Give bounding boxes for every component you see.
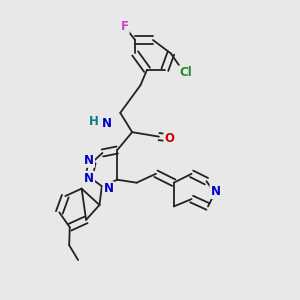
Text: F: F	[121, 20, 129, 33]
Text: N: N	[103, 182, 113, 195]
Text: O: O	[164, 132, 174, 145]
Text: Cl: Cl	[179, 66, 192, 79]
Text: N: N	[84, 154, 94, 167]
Text: H: H	[88, 115, 98, 128]
Text: N: N	[210, 185, 220, 198]
Text: N: N	[102, 117, 112, 130]
Text: N: N	[84, 172, 94, 185]
